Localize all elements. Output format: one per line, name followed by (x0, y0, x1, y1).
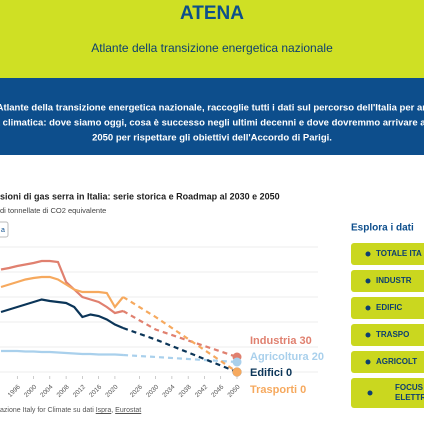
nav-icon (365, 278, 371, 284)
chart: 1996 2000 2004 2008 2012 2016 2020 2026 2030 2034… (0, 246, 324, 399)
header-bg (0, 0, 424, 78)
footer-text: azione Italy for Climate su dati (0, 407, 94, 414)
chart-subtitle: di tonnellate di CO2 equivalente (0, 206, 106, 215)
projection-line (122, 296, 238, 373)
site-subtitle: Atlante della transizione energetica naz… (91, 41, 333, 55)
nav-label[interactable]: EDIFIC (376, 303, 402, 312)
nav-button[interactable] (351, 297, 424, 319)
site-title: ATENA (180, 3, 244, 24)
end-label: Agricoltura 20 (250, 351, 324, 363)
x-tick-label: 2042 (194, 383, 209, 398)
x-tick-label: 2012 (72, 383, 87, 398)
nav-label[interactable]: INDUSTR (376, 276, 412, 285)
projection-line (122, 310, 238, 359)
nav-icon (365, 305, 371, 311)
x-tick-label: 2000 (23, 383, 38, 398)
chart-title: sioni di gas serra in Italia: serie stor… (0, 191, 280, 201)
end-label: Trasporti 0 (250, 384, 306, 396)
nav-button[interactable] (351, 270, 424, 292)
source-link[interactable]: Ispra (95, 407, 112, 414)
nav-button[interactable] (351, 351, 424, 373)
x-tick-label: 2004 (39, 383, 54, 398)
x-tick-label: 2034 (161, 383, 176, 398)
sidebar: TOTALE ITA INDUSTR EDIFIC TRASPO AGRICOLT FOC… (351, 243, 424, 408)
x-tick-label: 2030 (145, 383, 160, 398)
end-label: Industria 30 (250, 335, 312, 347)
end-marker (232, 367, 242, 377)
nav-label[interactable]: FOCUS (395, 383, 424, 392)
separator: , (111, 407, 116, 414)
x-tick-label: 2026 (129, 383, 144, 398)
nav-button[interactable] (351, 243, 424, 265)
series-line (0, 259, 124, 315)
x-tick-label: 2038 (178, 383, 193, 398)
end-marker (232, 357, 242, 367)
tab-label[interactable]: a (1, 227, 5, 234)
tab-button[interactable] (0, 221, 9, 238)
projection-line (122, 326, 238, 374)
nav-label[interactable]: TOTALE ITA (376, 249, 422, 258)
sidebar-title: Esplora i dati (351, 223, 414, 234)
x-tick-label: 1996 (7, 383, 22, 398)
banner-line: ralità climatica: dove siamo oggi, cosa … (0, 118, 424, 129)
projection-line (123, 353, 238, 364)
banner-line: 2050 per rispettare gli obiettivi dell'A… (92, 133, 332, 144)
nav-button[interactable] (351, 378, 424, 408)
x-tick-label: 2008 (56, 383, 71, 398)
footer: azione Italy for Climate su dati Ispra, … (0, 407, 141, 414)
x-tick-label: 2046 (210, 383, 225, 398)
x-tick-label: 2020 (104, 383, 119, 398)
x-tick-label: 2050 (226, 383, 241, 398)
end-label: Edifici 0 (250, 367, 292, 379)
banner-line: , l'Atlante della transizione energetica… (0, 103, 424, 114)
nav-icon (365, 332, 371, 338)
nav-icon (367, 390, 373, 396)
nav-label[interactable]: TRASPO (376, 330, 409, 339)
x-tick-label: 2016 (88, 383, 103, 398)
nav-label[interactable]: ELETTRIC (395, 393, 424, 402)
nav-icon (365, 359, 371, 365)
nav-label[interactable]: AGRICOLT (376, 357, 417, 366)
banner-bg (0, 78, 424, 155)
nav-button[interactable] (351, 324, 424, 346)
source-link[interactable]: Eurostat (115, 407, 142, 414)
series-line (0, 298, 124, 330)
series-line (1, 349, 124, 357)
nav-icon (365, 251, 371, 257)
series-line (0, 275, 124, 309)
